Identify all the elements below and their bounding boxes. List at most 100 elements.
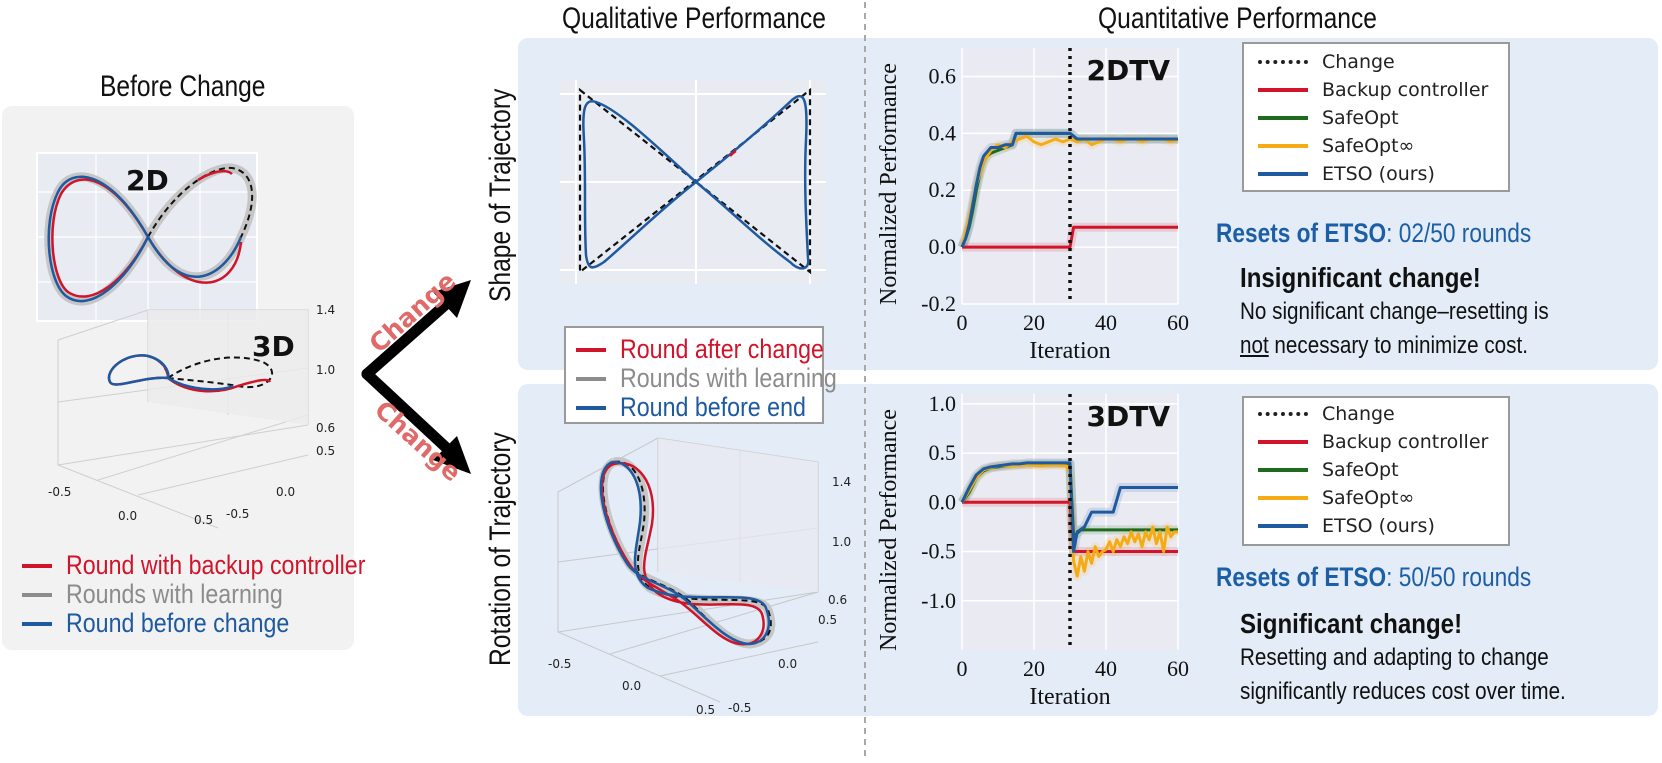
chart-legend-bottom-change-label: Change bbox=[1322, 403, 1395, 425]
shape-red-trajectory bbox=[729, 149, 737, 157]
arrow-down-head bbox=[433, 436, 471, 474]
mid-3d-ztick-2: 1.0 bbox=[832, 535, 851, 549]
swatch-etso bbox=[1258, 172, 1308, 176]
swatch-change bbox=[1258, 60, 1308, 64]
left-3d-ytick-3: -0.5 bbox=[226, 507, 249, 521]
chart-legend-bottom: Change Backup controller SafeOpt SafeOpt… bbox=[1242, 396, 1510, 546]
chart-title: 3DTV bbox=[1087, 400, 1171, 433]
chart-legend-top: Change Backup controller SafeOpt SafeOpt… bbox=[1242, 42, 1510, 192]
note-top-line2: not necessary to minimize cost. bbox=[1240, 332, 1528, 360]
series-line-backupcontroller bbox=[962, 225, 1178, 249]
middle-legend-item-learning: Rounds with learning bbox=[576, 363, 872, 394]
y-tick-label-2: 0.2 bbox=[929, 177, 957, 202]
resets-bottom: Resets of ETSO: 50/50 rounds bbox=[1216, 562, 1531, 593]
before-change-header: Before Change bbox=[100, 70, 266, 103]
x-tick-label-0: 0 bbox=[957, 656, 968, 681]
chart-legend-bottom-safeopt: SafeOpt bbox=[1258, 458, 1399, 482]
rot-blue-round bbox=[599, 460, 771, 646]
left-3d-ztick-1: 1.4 bbox=[316, 303, 335, 317]
middle-legend-item-after-change: Round after change bbox=[576, 334, 857, 365]
chart-legend-top-safeopt-inf-label: SafeOpt∞ bbox=[1322, 135, 1415, 157]
note-bottom-line1: Resetting and adapting to change bbox=[1240, 644, 1549, 671]
note-top-line1: No significant change–resetting is bbox=[1240, 298, 1549, 325]
left-3d-xtick-2: 0.0 bbox=[118, 509, 137, 523]
left-legend-label-backup: Round with backup controller bbox=[66, 550, 366, 580]
chart-legend-bottom-safeopt-label: SafeOpt bbox=[1322, 459, 1399, 481]
x-tick-label-3: 60 bbox=[1167, 656, 1189, 681]
middle-bottom-rotation-plot: 1.4 1.0 0.6 0.5 0.0 -0.5 -0.5 0.0 0.5 bbox=[548, 437, 851, 716]
left-3d-ytick-1: 0.5 bbox=[316, 444, 335, 458]
resets-bottom-label: Resets of ETSO bbox=[1216, 562, 1387, 592]
left-2d-plot: 2D bbox=[36, 152, 258, 322]
arrow-up-label: Change bbox=[364, 266, 462, 358]
middle-legend-item-before-end: Round before end bbox=[576, 392, 836, 423]
swatch-safeopt-inf-b bbox=[1258, 496, 1308, 500]
label-2d: 2D bbox=[126, 164, 169, 197]
middle-legend: Round after change Rounds with learning … bbox=[564, 326, 837, 424]
swatch-safeopt bbox=[1258, 116, 1308, 120]
left-legend-item-before-change: Round before change bbox=[22, 608, 326, 639]
chart-3dtv: 0 20 40 60 -1.0 -0.5 0.0 0.5 1.0 3DTV Iteration Nor… bbox=[876, 391, 1189, 710]
note-top-line2-rest: necessary to minimize cost. bbox=[1268, 332, 1528, 359]
chart-legend-bottom-safeopt-inf: SafeOpt∞ bbox=[1258, 486, 1414, 510]
swatch-safeopt-b bbox=[1258, 468, 1308, 472]
y-tick-label-3: 0.5 bbox=[929, 440, 957, 465]
y-tick-label-1: 0.0 bbox=[929, 234, 957, 259]
chart-legend-top-etso-label: ETSO (ours) bbox=[1322, 163, 1435, 185]
x-tick-label-2: 40 bbox=[1095, 656, 1117, 681]
arrow-up-head bbox=[433, 280, 471, 318]
chart-legend-top-safeopt: SafeOpt bbox=[1258, 106, 1399, 130]
mid-3d-ztick-1: 1.4 bbox=[832, 475, 851, 489]
chart-legend-top-change-label: Change bbox=[1322, 51, 1395, 73]
series-line-etsoours bbox=[960, 461, 1178, 554]
resets-top: Resets of ETSO: 02/50 rounds bbox=[1216, 218, 1531, 249]
left-legend-swatch-blue bbox=[22, 621, 52, 626]
series-line-etsoours bbox=[960, 131, 1178, 248]
resets-top-value: : 02/50 rounds bbox=[1386, 218, 1532, 248]
x-tick-label-1: 20 bbox=[1023, 656, 1045, 681]
left-3d-ztick-3: 0.6 bbox=[316, 421, 335, 435]
y-axis-label: Normalized Performance bbox=[876, 409, 902, 651]
note-bottom-title: Significant change! bbox=[1240, 608, 1463, 639]
section-divider bbox=[864, 2, 866, 760]
x-axis-label: Iteration bbox=[1029, 684, 1110, 710]
swatch-safeopt-inf bbox=[1258, 144, 1308, 148]
mid-3d-xtick-2: 0.0 bbox=[622, 679, 641, 693]
swatch-etso-b bbox=[1258, 524, 1308, 528]
chart-legend-top-backup-label: Backup controller bbox=[1322, 79, 1489, 101]
chart-legend-bottom-etso-label: ETSO (ours) bbox=[1322, 515, 1435, 537]
chart-legend-bottom-backup: Backup controller bbox=[1258, 430, 1488, 454]
row-label-rotation: Rotation of Trajectory bbox=[484, 432, 517, 666]
swatch-change-b bbox=[1258, 412, 1308, 416]
2d-blue-before-change bbox=[47, 175, 243, 303]
x-tick-label-1: 20 bbox=[1023, 310, 1045, 335]
mid-3d-ztick-3: 0.6 bbox=[828, 593, 847, 607]
middle-legend-label-before-end: Round before end bbox=[620, 392, 806, 422]
y-tick-label-0: -1.0 bbox=[921, 588, 956, 613]
y-tick-label-4: 1.0 bbox=[929, 391, 957, 416]
chart-legend-top-change: Change bbox=[1258, 50, 1395, 74]
x-tick-label-2: 40 bbox=[1095, 310, 1117, 335]
y-axis-label: Normalized Performance bbox=[876, 63, 902, 305]
y-tick-label-3: 0.4 bbox=[929, 120, 957, 145]
series-line-safeopt bbox=[960, 463, 1178, 578]
left-3d-ztick-2: 1.0 bbox=[316, 363, 335, 377]
series-line-safeopt bbox=[960, 134, 1179, 248]
swatch-backup bbox=[1258, 88, 1308, 92]
left-3d-xtick-1: -0.5 bbox=[48, 485, 71, 499]
quantitative-header: Quantitative Performance bbox=[1098, 2, 1377, 35]
y-tick-label-2: 0.0 bbox=[929, 489, 957, 514]
middle-legend-swatch-gray bbox=[576, 376, 606, 381]
chart-legend-top-etso: ETSO (ours) bbox=[1258, 162, 1435, 186]
left-legend-label-before-change: Round before change bbox=[66, 608, 290, 638]
chart-title: 2DTV bbox=[1087, 54, 1171, 87]
swatch-backup-b bbox=[1258, 440, 1308, 444]
middle-top-shape-plot bbox=[560, 80, 826, 284]
x-tick-label-0: 0 bbox=[957, 310, 968, 335]
left-legend-item-backup: Round with backup controller bbox=[22, 550, 414, 581]
chart-legend-top-safeopt-inf: SafeOpt∞ bbox=[1258, 134, 1414, 158]
left-legend-item-learning: Rounds with learning bbox=[22, 579, 318, 610]
left-3d-plot: 1.4 1.0 0.6 0.5 0.0 -0.5 -0.5 0.0 0.5 3D bbox=[48, 303, 335, 529]
left-3d-xtick-3: 0.5 bbox=[194, 513, 213, 527]
chart-legend-bottom-safeopt-inf-label: SafeOpt∞ bbox=[1322, 487, 1415, 509]
